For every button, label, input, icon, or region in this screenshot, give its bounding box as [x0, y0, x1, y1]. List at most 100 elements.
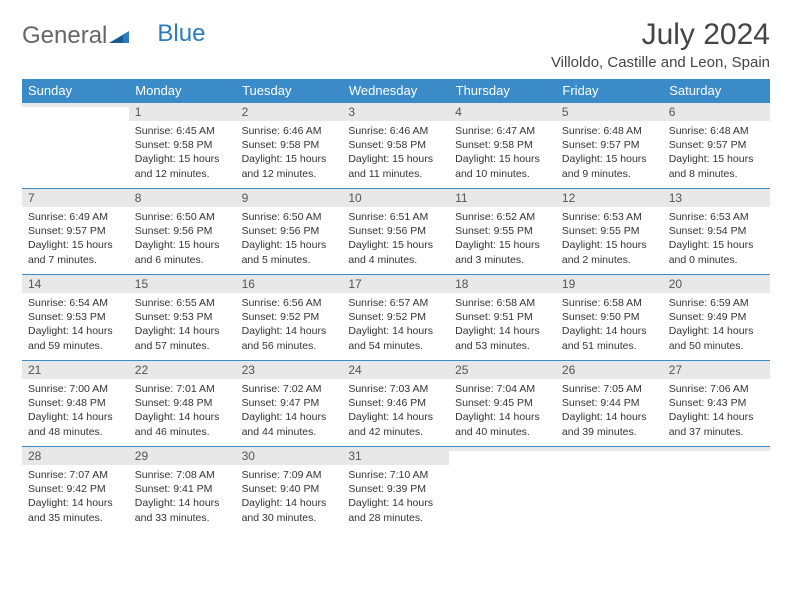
calendar-cell: 24Sunrise: 7:03 AMSunset: 9:46 PMDayligh… — [342, 361, 449, 447]
sunset-text: Sunset: 9:56 PM — [348, 224, 443, 238]
sunset-text: Sunset: 9:56 PM — [242, 224, 337, 238]
sunset-text: Sunset: 9:56 PM — [135, 224, 230, 238]
day-number: 25 — [449, 361, 556, 379]
day-number: 23 — [236, 361, 343, 379]
day-header: Saturday — [663, 79, 770, 103]
sunrise-text: Sunrise: 6:51 AM — [348, 210, 443, 224]
sunset-text: Sunset: 9:52 PM — [348, 310, 443, 324]
day-details: Sunrise: 6:51 AMSunset: 9:56 PMDaylight:… — [342, 207, 449, 273]
calendar-cell — [449, 447, 556, 533]
sunrise-text: Sunrise: 7:07 AM — [28, 468, 123, 482]
daylight-text: Daylight: 14 hours and 35 minutes. — [28, 496, 123, 524]
sunset-text: Sunset: 9:58 PM — [455, 138, 550, 152]
sunrise-text: Sunrise: 7:08 AM — [135, 468, 230, 482]
day-details: Sunrise: 6:45 AMSunset: 9:58 PMDaylight:… — [129, 121, 236, 187]
month-title: July 2024 — [551, 18, 770, 52]
sunset-text: Sunset: 9:43 PM — [669, 396, 764, 410]
sunrise-text: Sunrise: 7:10 AM — [348, 468, 443, 482]
day-details: Sunrise: 7:09 AMSunset: 9:40 PMDaylight:… — [236, 465, 343, 531]
calendar-cell: 1Sunrise: 6:45 AMSunset: 9:58 PMDaylight… — [129, 103, 236, 189]
calendar-cell: 28Sunrise: 7:07 AMSunset: 9:42 PMDayligh… — [22, 447, 129, 533]
day-number: 18 — [449, 275, 556, 293]
day-details: Sunrise: 7:07 AMSunset: 9:42 PMDaylight:… — [22, 465, 129, 531]
sunset-text: Sunset: 9:49 PM — [669, 310, 764, 324]
calendar-cell — [663, 447, 770, 533]
daylight-text: Daylight: 14 hours and 46 minutes. — [135, 410, 230, 438]
daylight-text: Daylight: 14 hours and 56 minutes. — [242, 324, 337, 352]
day-number: 1 — [129, 103, 236, 121]
day-header: Tuesday — [236, 79, 343, 103]
sunrise-text: Sunrise: 6:56 AM — [242, 296, 337, 310]
sunrise-text: Sunrise: 6:45 AM — [135, 124, 230, 138]
day-number: 9 — [236, 189, 343, 207]
daylight-text: Daylight: 15 hours and 6 minutes. — [135, 238, 230, 266]
day-number — [663, 447, 770, 451]
calendar-week-row: 1Sunrise: 6:45 AMSunset: 9:58 PMDaylight… — [22, 103, 770, 189]
calendar-cell: 10Sunrise: 6:51 AMSunset: 9:56 PMDayligh… — [342, 189, 449, 275]
daylight-text: Daylight: 15 hours and 3 minutes. — [455, 238, 550, 266]
location: Villoldo, Castille and Leon, Spain — [551, 54, 770, 71]
sunset-text: Sunset: 9:58 PM — [135, 138, 230, 152]
day-details: Sunrise: 6:48 AMSunset: 9:57 PMDaylight:… — [556, 121, 663, 187]
calendar-cell: 2Sunrise: 6:46 AMSunset: 9:58 PMDaylight… — [236, 103, 343, 189]
day-details: Sunrise: 6:49 AMSunset: 9:57 PMDaylight:… — [22, 207, 129, 273]
sunrise-text: Sunrise: 6:50 AM — [135, 210, 230, 224]
sunrise-text: Sunrise: 6:50 AM — [242, 210, 337, 224]
day-number: 10 — [342, 189, 449, 207]
sunset-text: Sunset: 9:55 PM — [455, 224, 550, 238]
day-number: 12 — [556, 189, 663, 207]
sunset-text: Sunset: 9:58 PM — [242, 138, 337, 152]
sunrise-text: Sunrise: 7:04 AM — [455, 382, 550, 396]
day-details: Sunrise: 6:58 AMSunset: 9:50 PMDaylight:… — [556, 293, 663, 359]
calendar-cell: 7Sunrise: 6:49 AMSunset: 9:57 PMDaylight… — [22, 189, 129, 275]
calendar-cell: 17Sunrise: 6:57 AMSunset: 9:52 PMDayligh… — [342, 275, 449, 361]
calendar-week-row: 7Sunrise: 6:49 AMSunset: 9:57 PMDaylight… — [22, 189, 770, 275]
sunset-text: Sunset: 9:45 PM — [455, 396, 550, 410]
title-block: July 2024 Villoldo, Castille and Leon, S… — [551, 18, 770, 71]
day-number: 20 — [663, 275, 770, 293]
day-number: 31 — [342, 447, 449, 465]
calendar-table: Sunday Monday Tuesday Wednesday Thursday… — [22, 79, 770, 533]
sunrise-text: Sunrise: 7:01 AM — [135, 382, 230, 396]
sunset-text: Sunset: 9:44 PM — [562, 396, 657, 410]
daylight-text: Daylight: 15 hours and 8 minutes. — [669, 152, 764, 180]
day-details: Sunrise: 6:53 AMSunset: 9:54 PMDaylight:… — [663, 207, 770, 273]
calendar-cell: 4Sunrise: 6:47 AMSunset: 9:58 PMDaylight… — [449, 103, 556, 189]
day-details: Sunrise: 6:46 AMSunset: 9:58 PMDaylight:… — [236, 121, 343, 187]
day-details: Sunrise: 6:52 AMSunset: 9:55 PMDaylight:… — [449, 207, 556, 273]
daylight-text: Daylight: 14 hours and 51 minutes. — [562, 324, 657, 352]
sunset-text: Sunset: 9:53 PM — [28, 310, 123, 324]
daylight-text: Daylight: 15 hours and 9 minutes. — [562, 152, 657, 180]
sunrise-text: Sunrise: 6:57 AM — [348, 296, 443, 310]
day-number: 11 — [449, 189, 556, 207]
day-number: 8 — [129, 189, 236, 207]
day-details: Sunrise: 7:00 AMSunset: 9:48 PMDaylight:… — [22, 379, 129, 445]
day-details: Sunrise: 6:46 AMSunset: 9:58 PMDaylight:… — [342, 121, 449, 187]
day-details: Sunrise: 7:10 AMSunset: 9:39 PMDaylight:… — [342, 465, 449, 531]
sunrise-text: Sunrise: 6:47 AM — [455, 124, 550, 138]
day-number: 5 — [556, 103, 663, 121]
daylight-text: Daylight: 15 hours and 4 minutes. — [348, 238, 443, 266]
calendar-cell: 31Sunrise: 7:10 AMSunset: 9:39 PMDayligh… — [342, 447, 449, 533]
sunrise-text: Sunrise: 6:53 AM — [562, 210, 657, 224]
calendar-cell: 22Sunrise: 7:01 AMSunset: 9:48 PMDayligh… — [129, 361, 236, 447]
day-details: Sunrise: 7:06 AMSunset: 9:43 PMDaylight:… — [663, 379, 770, 445]
daylight-text: Daylight: 15 hours and 2 minutes. — [562, 238, 657, 266]
calendar-week-row: 14Sunrise: 6:54 AMSunset: 9:53 PMDayligh… — [22, 275, 770, 361]
day-details: Sunrise: 6:59 AMSunset: 9:49 PMDaylight:… — [663, 293, 770, 359]
daylight-text: Daylight: 14 hours and 33 minutes. — [135, 496, 230, 524]
sunrise-text: Sunrise: 6:53 AM — [669, 210, 764, 224]
daylight-text: Daylight: 14 hours and 54 minutes. — [348, 324, 443, 352]
day-details: Sunrise: 6:56 AMSunset: 9:52 PMDaylight:… — [236, 293, 343, 359]
sunrise-text: Sunrise: 6:59 AM — [669, 296, 764, 310]
day-number: 4 — [449, 103, 556, 121]
daylight-text: Daylight: 15 hours and 0 minutes. — [669, 238, 764, 266]
calendar-cell: 18Sunrise: 6:58 AMSunset: 9:51 PMDayligh… — [449, 275, 556, 361]
day-details: Sunrise: 7:04 AMSunset: 9:45 PMDaylight:… — [449, 379, 556, 445]
day-number: 7 — [22, 189, 129, 207]
calendar-cell: 5Sunrise: 6:48 AMSunset: 9:57 PMDaylight… — [556, 103, 663, 189]
daylight-text: Daylight: 15 hours and 12 minutes. — [242, 152, 337, 180]
calendar-cell: 26Sunrise: 7:05 AMSunset: 9:44 PMDayligh… — [556, 361, 663, 447]
day-number: 27 — [663, 361, 770, 379]
sunrise-text: Sunrise: 6:46 AM — [242, 124, 337, 138]
